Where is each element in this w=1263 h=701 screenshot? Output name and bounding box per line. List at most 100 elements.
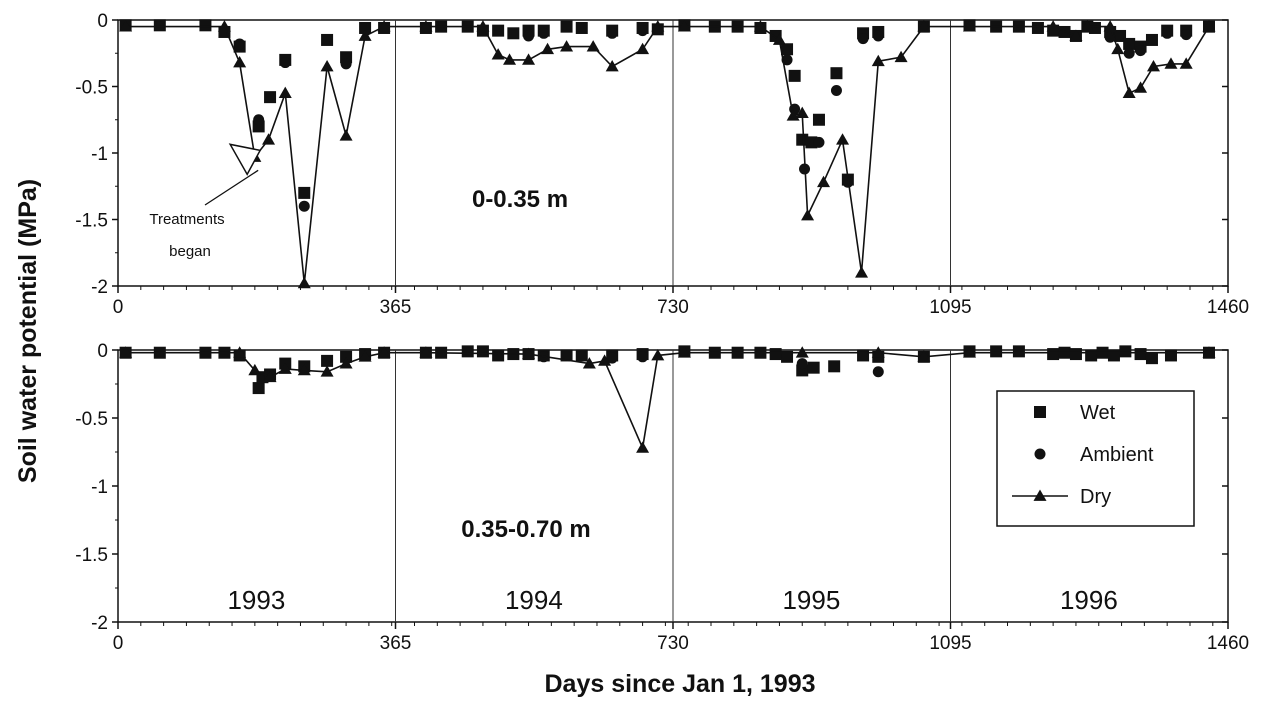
legend-label: Dry xyxy=(1080,486,1111,508)
legend-entry-ambient: Ambient xyxy=(1034,444,1154,466)
x-tick-label: 365 xyxy=(380,633,412,654)
data-point-wet xyxy=(340,350,353,363)
data-point-wet xyxy=(830,67,843,80)
data-point-wet xyxy=(781,43,794,56)
data-point-dry xyxy=(795,106,809,118)
data-point-wet xyxy=(1085,349,1098,362)
data-point-ambient xyxy=(279,57,291,69)
data-point-wet xyxy=(298,186,311,199)
legend-entry-wet: Wet xyxy=(1034,402,1116,424)
y-tick-label: 0 xyxy=(97,341,108,362)
data-point-wet xyxy=(264,91,277,104)
annotation-arrow xyxy=(228,143,262,176)
data-point-wet xyxy=(769,348,782,361)
data-point-wet xyxy=(492,24,505,37)
data-point-wet xyxy=(359,21,372,34)
data-point-dry xyxy=(1080,20,1094,32)
data-point-ambient xyxy=(637,25,649,37)
data-point-dry xyxy=(817,175,831,188)
data-point-ambient xyxy=(1161,27,1173,39)
data-point-dry xyxy=(677,20,691,32)
data-point-dry xyxy=(1122,86,1136,99)
data-point-ambient xyxy=(340,58,352,70)
data-point-wet xyxy=(476,345,489,358)
data-point-wet xyxy=(1069,348,1082,361)
data-point-dry xyxy=(651,20,665,32)
data-point-wet xyxy=(990,345,1003,358)
legend-label: Ambient xyxy=(1080,444,1154,466)
x-tick-label: 730 xyxy=(657,297,689,318)
data-point-wet xyxy=(1145,352,1158,365)
data-point-dry xyxy=(1103,20,1117,32)
x-tick-label: 1460 xyxy=(1207,633,1249,654)
data-point-dry xyxy=(1111,42,1125,55)
x-tick-label: 1095 xyxy=(929,633,971,654)
data-point-wet xyxy=(1114,29,1127,42)
data-point-ambient xyxy=(253,114,265,126)
data-point-dry xyxy=(419,20,433,32)
data-point-dry xyxy=(377,20,391,32)
data-point-dry xyxy=(753,20,767,32)
y-axis-title: Soil water potential (MPa) xyxy=(14,179,42,483)
data-point-dry xyxy=(491,48,505,60)
data-point-wet xyxy=(1123,37,1136,50)
data-point-dry xyxy=(836,133,850,145)
annotation-line-2: began xyxy=(169,243,211,260)
x-tick-label: 730 xyxy=(657,633,689,654)
x-axis-title: Days since Jan 1, 1993 xyxy=(544,670,815,698)
data-point-ambient xyxy=(606,27,618,39)
data-point-wet xyxy=(1012,345,1025,358)
data-point-wet xyxy=(828,360,841,373)
data-point-dry xyxy=(586,40,600,52)
legend-frame xyxy=(996,390,1195,527)
data-point-wet xyxy=(1134,348,1147,361)
data-point-dry xyxy=(1164,57,1178,69)
data-point-dry xyxy=(963,346,977,358)
data-point-ambient xyxy=(813,136,825,148)
data-point-dry xyxy=(119,20,133,32)
data-point-wet xyxy=(1031,21,1044,34)
depth-label: 0.35-0.70 m xyxy=(461,516,590,543)
data-point-wet xyxy=(812,113,825,126)
year-label: 1996 xyxy=(1060,585,1118,615)
legend-label: Wet xyxy=(1080,402,1116,424)
data-point-dry xyxy=(503,53,517,65)
data-point-dry xyxy=(522,347,536,359)
data-point-dry xyxy=(278,362,292,374)
data-point-dry xyxy=(963,20,977,32)
x-tick-label: 0 xyxy=(113,633,124,654)
annotation-leader xyxy=(204,169,259,206)
data-point-dry xyxy=(419,346,433,358)
series-ambient xyxy=(234,25,1192,212)
data-point-dry xyxy=(605,60,619,72)
data-point-dry xyxy=(377,346,391,358)
data-point-ambient xyxy=(606,352,618,364)
data-point-dry xyxy=(248,363,262,376)
year-label: 1994 xyxy=(505,585,563,615)
data-point-dry xyxy=(677,346,691,358)
data-point-ambient xyxy=(1180,29,1192,41)
data-point-dry xyxy=(233,346,247,358)
data-point-wet xyxy=(807,361,820,374)
y-tick-label: -1 xyxy=(91,144,108,165)
data-point-wet xyxy=(796,133,809,146)
data-point-dry xyxy=(636,441,650,453)
data-point-dry xyxy=(871,54,885,67)
data-point-dry xyxy=(1046,20,1060,32)
legend-marker xyxy=(1033,489,1047,501)
data-point-dry xyxy=(262,133,276,145)
data-point-dry xyxy=(801,209,815,221)
data-point-ambient xyxy=(1135,45,1147,57)
data-point-wet xyxy=(1164,349,1177,362)
legend: Wet Ambient Dry xyxy=(996,390,1195,527)
data-point-wet xyxy=(153,19,166,32)
data-point-dry xyxy=(217,20,231,32)
data-point-dry xyxy=(297,276,311,289)
data-point-dry xyxy=(871,346,885,358)
data-point-dry xyxy=(795,346,809,358)
data-point-dry xyxy=(582,357,596,369)
legend-marker xyxy=(1034,448,1046,460)
year-label: 1993 xyxy=(227,585,285,615)
